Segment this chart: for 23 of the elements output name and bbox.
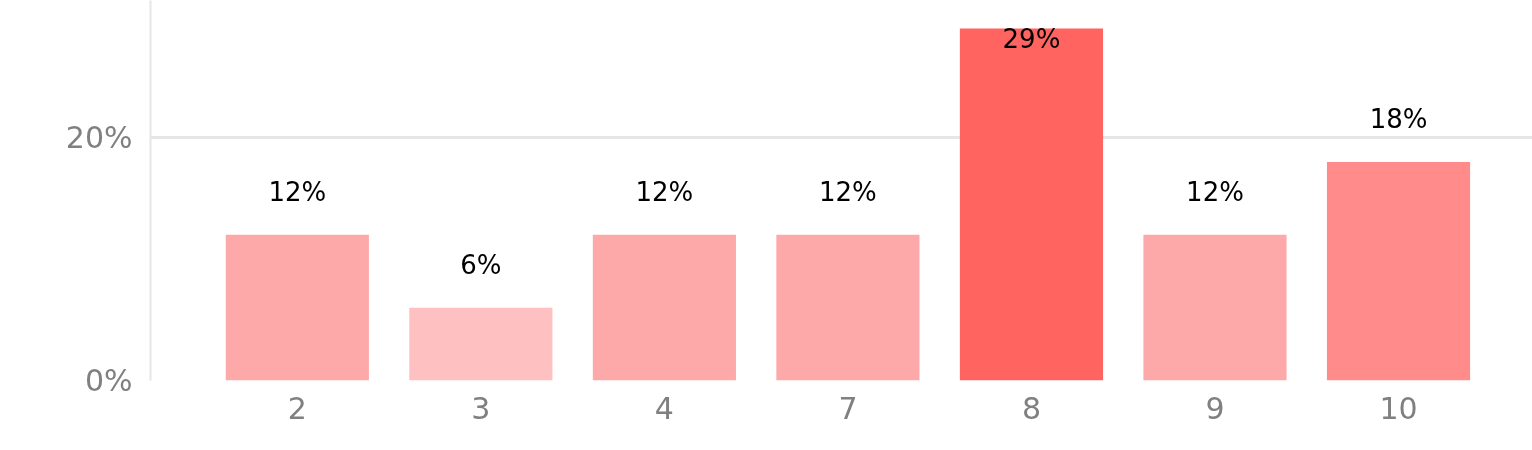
- data-label: 12%: [819, 176, 877, 207]
- data-label: 12%: [1186, 176, 1244, 207]
- x-tick-label: 4: [654, 390, 674, 426]
- data-label: 18%: [1369, 103, 1428, 134]
- y-tick-label: 20%: [65, 120, 133, 156]
- x-tick-label: 2: [287, 390, 307, 426]
- x-tick-label: 3: [471, 390, 491, 426]
- data-label: 29%: [1002, 24, 1061, 55]
- x-tick-label: 7: [838, 390, 858, 426]
- y-tick-label: 0%: [84, 363, 133, 398]
- data-label: 12%: [635, 176, 694, 207]
- bar: [225, 234, 369, 381]
- bar: [776, 234, 920, 381]
- data-label: 12%: [268, 176, 327, 207]
- bar: [1326, 161, 1471, 381]
- bar: [1143, 234, 1287, 381]
- data-label: 6%: [460, 249, 502, 280]
- x-tick-label: 10: [1379, 390, 1418, 426]
- bar: [959, 28, 1104, 381]
- x-tick-label: 8: [1021, 390, 1042, 426]
- bar: [409, 307, 553, 381]
- bar: [592, 234, 736, 381]
- x-tick-label: 9: [1205, 390, 1225, 426]
